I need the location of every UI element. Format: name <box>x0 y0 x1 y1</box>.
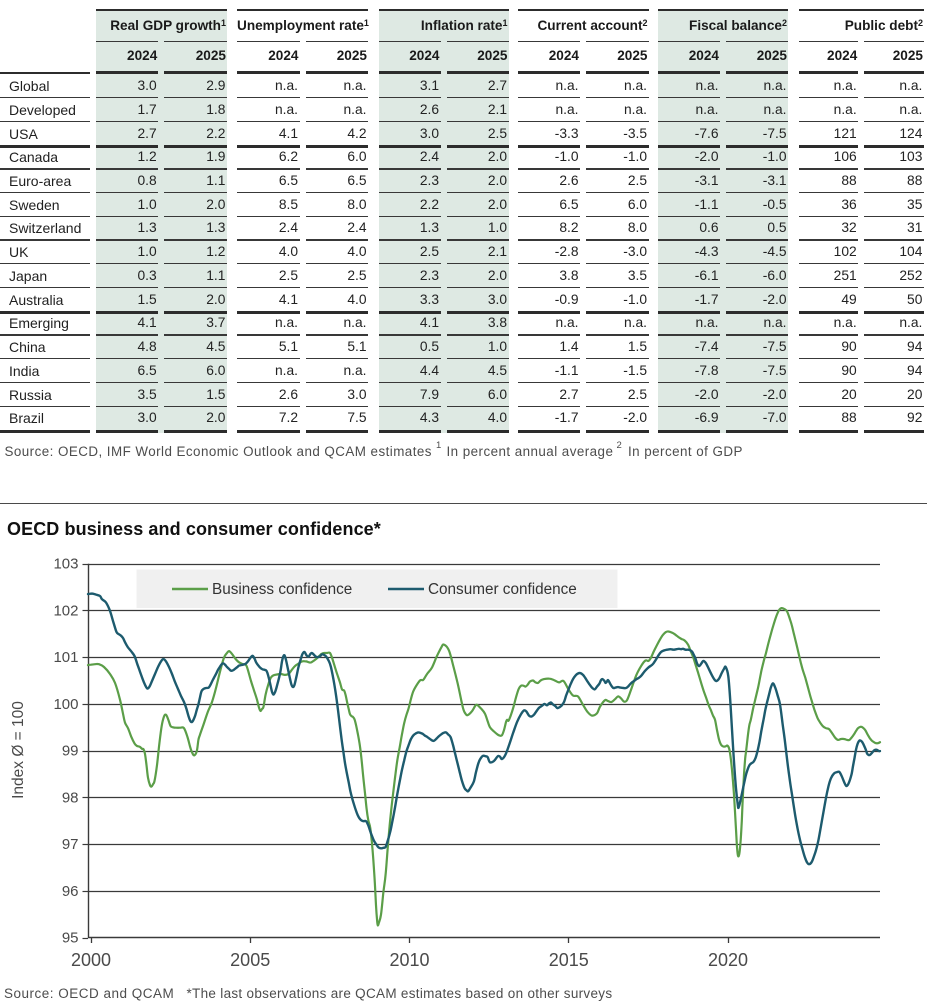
svg-text:102: 102 <box>53 602 78 619</box>
svg-text:2020: 2020 <box>708 950 748 970</box>
svg-text:2015: 2015 <box>549 950 589 970</box>
svg-text:2000: 2000 <box>71 950 111 970</box>
svg-text:101: 101 <box>53 649 78 666</box>
svg-text:97: 97 <box>62 836 79 853</box>
svg-text:2010: 2010 <box>389 950 429 970</box>
svg-text:96: 96 <box>62 883 79 900</box>
svg-text:Business confidence: Business confidence <box>212 581 352 598</box>
svg-text:2005: 2005 <box>230 950 270 970</box>
svg-text:99: 99 <box>62 743 79 760</box>
svg-text:95: 95 <box>62 930 79 947</box>
svg-text:100: 100 <box>53 696 78 713</box>
svg-text:103: 103 <box>53 556 78 573</box>
svg-text:Consumer confidence: Consumer confidence <box>428 581 577 598</box>
svg-text:Index Ø = 100: Index Ø = 100 <box>10 701 27 799</box>
svg-text:98: 98 <box>62 789 79 806</box>
